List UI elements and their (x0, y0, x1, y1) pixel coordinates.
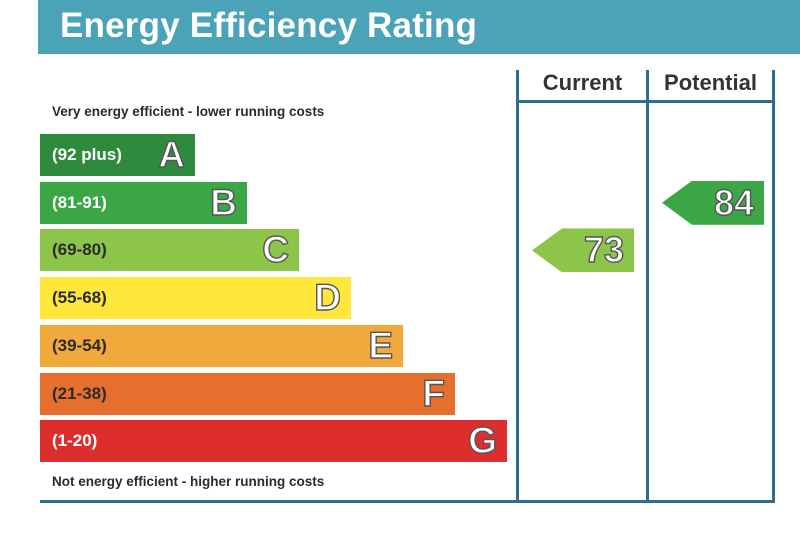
top-caption: Very energy efficient - lower running co… (52, 104, 325, 119)
header-row-rule (516, 100, 775, 103)
current-rating-arrow-value: 73 (583, 229, 624, 271)
band-range-label: (39-54) (52, 335, 107, 355)
band-b: (81-91) B (40, 181, 247, 224)
current-rating-arrow: 73 (532, 228, 634, 273)
divider-middle (646, 70, 649, 502)
bottom-rule (40, 500, 775, 503)
potential-rating-arrow-value: 84 (713, 181, 754, 223)
band-range-label: (69-80) (52, 240, 107, 260)
band-letter: A (158, 133, 186, 175)
band-letter: F (422, 372, 446, 414)
band-letter: G (468, 419, 498, 462)
potential-column-header: Potential (664, 70, 757, 95)
band-letter: B (210, 181, 238, 223)
band-range-label: (55-68) (52, 288, 107, 308)
band-letter: E (368, 324, 394, 366)
band-f: (21-38) F (40, 372, 455, 415)
band-letter: D (314, 276, 342, 319)
potential-rating-arrow: 84 (662, 180, 764, 225)
title-banner: Energy Efficiency Rating (38, 0, 800, 54)
chart-title: Energy Efficiency Rating (60, 6, 478, 45)
divider-left (516, 70, 519, 502)
band-letter: C (262, 229, 290, 271)
band-e: (39-54) E (40, 324, 403, 367)
band-d: (55-68) D (40, 276, 351, 320)
band-c: (69-80) C (40, 229, 299, 272)
current-column-header: Current (542, 70, 623, 95)
band-range-label: (92 plus) (52, 145, 122, 164)
bottom-caption: Not energy efficient - higher running co… (52, 474, 325, 489)
divider-right (772, 70, 775, 502)
band-range-label: (21-38) (52, 383, 107, 403)
band-a: (92 plus) A (40, 133, 195, 176)
band-range-label: (1-20) (52, 431, 98, 451)
band-g: (1-20) G (40, 419, 507, 463)
band-range-label: (81-91) (52, 192, 107, 212)
